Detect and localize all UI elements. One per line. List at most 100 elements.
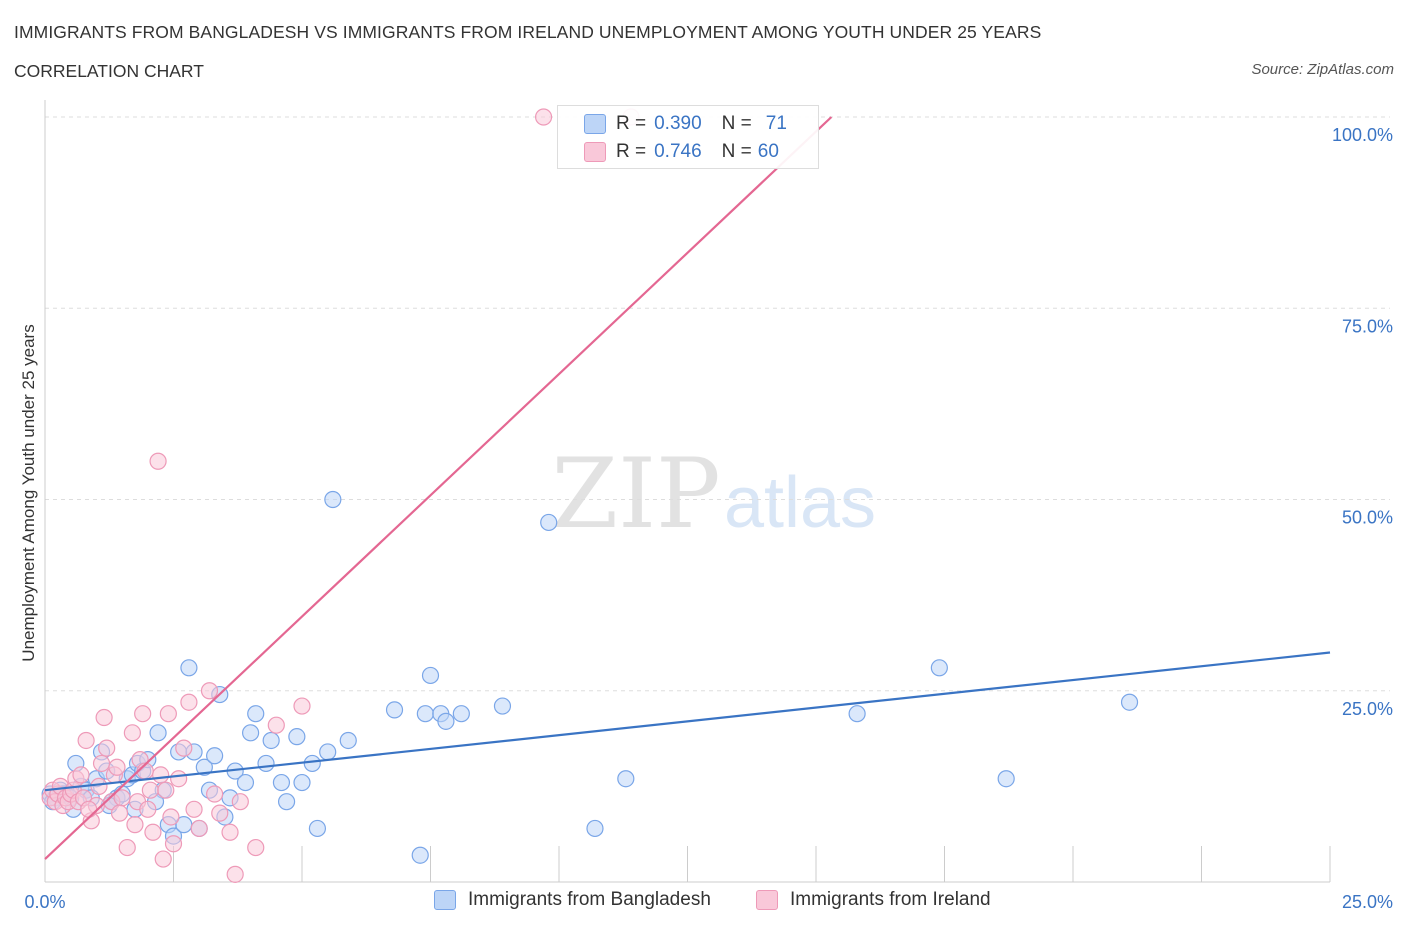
scatter-point bbox=[848, 705, 866, 723]
y-tick-label: 25.0% bbox=[1342, 699, 1393, 719]
trend-line-ireland bbox=[44, 116, 833, 860]
correlation-legend: R = 0.390 N = 71 R = 0.746 N = 60 bbox=[557, 105, 819, 169]
scatter-point bbox=[1120, 693, 1139, 711]
scatter-point bbox=[385, 701, 404, 719]
scatter-point bbox=[149, 452, 167, 470]
scatter-point bbox=[206, 747, 224, 765]
scatter-point bbox=[293, 697, 311, 715]
bottom-legend-ireland: Immigrants from Ireland bbox=[756, 889, 991, 911]
scatter-point bbox=[540, 513, 558, 532]
x-tick-label: 25.0% bbox=[1342, 892, 1393, 912]
legend-r-value: 0.390 bbox=[654, 113, 702, 134]
scatter-point bbox=[534, 108, 553, 126]
legend-r-label: R = bbox=[616, 141, 647, 162]
scatter-point bbox=[288, 728, 306, 746]
scatter-point bbox=[293, 773, 311, 792]
scatter-point bbox=[421, 666, 440, 685]
scatter-point bbox=[175, 739, 193, 757]
scatter-point bbox=[277, 793, 296, 811]
chart-subtitle: CORRELATION CHART bbox=[14, 61, 204, 81]
legend-r-value: 0.746 bbox=[654, 141, 702, 162]
scatter-point bbox=[123, 724, 141, 742]
scatter-point bbox=[242, 724, 260, 742]
scatter-point bbox=[139, 800, 157, 818]
chart-title: IMMIGRANTS FROM BANGLADESH VS IMMIGRANTS… bbox=[14, 22, 1042, 42]
scatter-point bbox=[257, 754, 275, 773]
scatter-point bbox=[90, 777, 108, 795]
scatter-point bbox=[997, 770, 1015, 788]
scatter-point bbox=[247, 838, 265, 857]
y-tick-label: 75.0% bbox=[1342, 316, 1393, 336]
scatter-point bbox=[149, 724, 167, 742]
scatter-point bbox=[164, 835, 183, 853]
x-tick-label: 0.0% bbox=[24, 892, 65, 912]
scatter-point bbox=[247, 705, 265, 723]
bottom-legend-label: Immigrants from Bangladesh bbox=[468, 889, 711, 910]
y-tick-label: 50.0% bbox=[1342, 508, 1393, 528]
legend-n-value: 71 bbox=[765, 113, 787, 134]
bottom-legend-label: Immigrants from Ireland bbox=[790, 889, 991, 910]
scatter-point bbox=[195, 758, 213, 776]
scatter-point bbox=[493, 697, 512, 715]
scatter-point bbox=[144, 823, 162, 841]
scatter-point bbox=[206, 785, 224, 803]
scatter-point bbox=[200, 682, 219, 700]
legend-swatch-blue bbox=[584, 114, 606, 134]
scatter-point bbox=[267, 716, 285, 734]
scatter-point bbox=[303, 754, 321, 773]
legend-r-label: R = bbox=[616, 113, 647, 134]
scatter-point bbox=[437, 712, 455, 730]
scatter-point bbox=[190, 819, 208, 838]
scatter-point bbox=[98, 739, 116, 757]
scatter-point bbox=[452, 705, 470, 723]
watermark-zip: ZIP bbox=[551, 438, 720, 550]
legend-row-bangladesh: R = 0.390 N = 71 bbox=[584, 112, 787, 136]
legend-n-label: N = bbox=[721, 113, 752, 134]
scatter-point bbox=[80, 800, 98, 818]
scatter-point bbox=[77, 731, 95, 750]
scatter-point bbox=[154, 850, 172, 868]
scatter-point bbox=[110, 804, 129, 822]
scatter-point bbox=[411, 846, 429, 864]
scatter-point bbox=[92, 754, 111, 773]
legend-swatch-pink bbox=[584, 142, 606, 162]
scatter-point bbox=[617, 770, 635, 788]
scatter-point bbox=[262, 731, 280, 750]
scatter-point bbox=[236, 773, 255, 792]
chart-source: Source: ZipAtlas.com bbox=[1251, 61, 1394, 78]
scatter-point bbox=[180, 693, 198, 711]
scatter-point bbox=[308, 819, 327, 838]
scatter-point bbox=[162, 808, 180, 826]
bottom-legend-swatch-blue bbox=[434, 890, 456, 910]
scatter-point bbox=[211, 804, 229, 822]
series-ireland bbox=[41, 108, 640, 883]
scatter-point bbox=[339, 731, 357, 750]
trend-line-bangladesh bbox=[44, 651, 1331, 792]
scatter-point bbox=[126, 816, 144, 834]
bottom-legend-swatch-pink bbox=[756, 890, 778, 910]
y-axis-label: Unemployment Among Youth under 25 years bbox=[19, 324, 38, 661]
scatter-point bbox=[416, 705, 434, 723]
scatter-point bbox=[930, 659, 948, 677]
scatter-point bbox=[185, 800, 203, 818]
scatter-point bbox=[159, 705, 177, 723]
scatter-point bbox=[221, 823, 239, 841]
scatter-point bbox=[157, 781, 175, 799]
scatter-point bbox=[141, 781, 159, 799]
y-tick-label: 100.0% bbox=[1332, 125, 1393, 145]
scatter-point bbox=[180, 659, 198, 677]
scatter-point bbox=[108, 758, 126, 776]
scatter-point bbox=[231, 793, 249, 811]
legend-row-ireland: R = 0.746 N = 60 bbox=[584, 140, 779, 164]
scatter-point bbox=[95, 708, 113, 727]
scatter-point bbox=[586, 819, 604, 838]
scatter-point bbox=[324, 490, 342, 509]
scatter-point bbox=[170, 770, 188, 788]
scatter-point bbox=[319, 743, 337, 761]
scatter-point bbox=[72, 766, 90, 784]
scatter-point bbox=[134, 705, 152, 723]
bottom-legend-bangladesh: Immigrants from Bangladesh bbox=[434, 889, 711, 911]
watermark-atlas: atlas bbox=[724, 463, 876, 543]
scatter-point bbox=[226, 865, 244, 883]
